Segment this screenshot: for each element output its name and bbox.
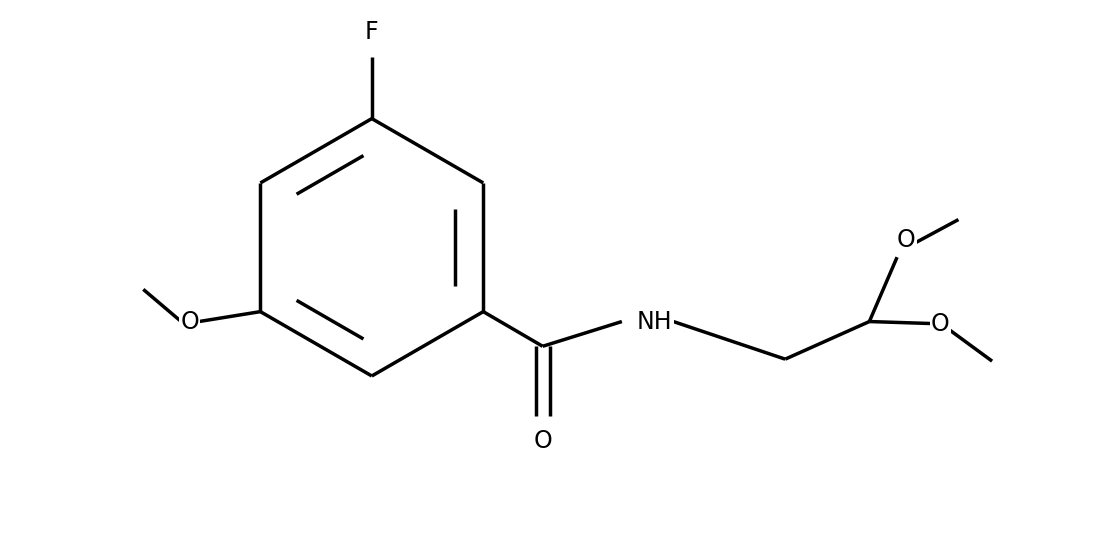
Text: O: O	[533, 429, 552, 453]
Text: NH: NH	[637, 310, 672, 333]
Text: O: O	[897, 228, 916, 252]
Text: F: F	[365, 20, 379, 44]
Text: O: O	[931, 311, 950, 336]
Text: O: O	[181, 310, 199, 333]
